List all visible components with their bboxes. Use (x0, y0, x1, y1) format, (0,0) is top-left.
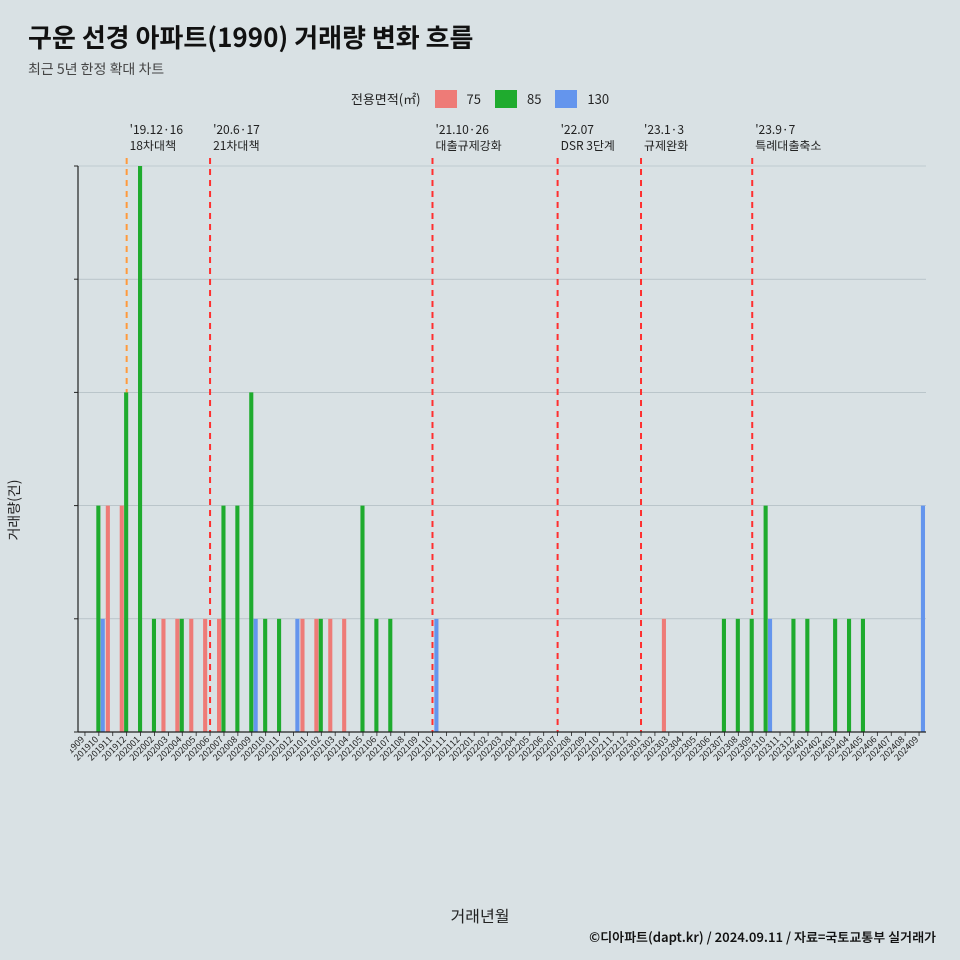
svg-text:'20.6·17: '20.6·17 (213, 121, 260, 138)
legend: 전용면적(㎡) 75 85 130 (0, 89, 960, 108)
chart-header: 구운 선경 아파트(1990) 거래량 변화 흐름 최근 5년 한정 확대 차트 (0, 0, 960, 79)
svg-text:'23.9·7: '23.9·7 (755, 121, 795, 138)
legend-swatch-130 (555, 90, 577, 108)
svg-text:'23.1·3: '23.1·3 (644, 121, 684, 138)
svg-text:'19.12·16: '19.12·16 (130, 121, 184, 138)
svg-text:규제완화: 규제완화 (644, 137, 688, 154)
svg-text:'22.07: '22.07 (561, 121, 595, 138)
svg-text:21차대책: 21차대책 (213, 137, 259, 154)
svg-text:'21.10·26: '21.10·26 (435, 121, 489, 138)
legend-swatch-75 (435, 90, 457, 108)
svg-text:대출규제강화: 대출규제강화 (435, 137, 501, 154)
chart-svg: 012345'19.12·1618차대책'20.6·1721차대책'21.10·… (70, 112, 930, 802)
legend-label: 전용면적(㎡) (351, 89, 421, 108)
chart-subtitle: 최근 5년 한정 확대 차트 (28, 59, 932, 79)
svg-text:특례대출축소: 특례대출축소 (755, 137, 821, 154)
y-axis-label: 거래량(건) (4, 479, 24, 540)
chart-title: 구운 선경 아파트(1990) 거래량 변화 흐름 (28, 18, 932, 55)
legend-item-75: 75 (467, 89, 481, 108)
legend-item-85: 85 (527, 89, 541, 108)
chart-footer: ©디아파트(dapt.kr) / 2024.09.11 / 자료=국토교통부 실… (0, 927, 960, 960)
chart-area: 거래량(건) 012345'19.12·1618차대책'20.6·1721차대책… (0, 112, 960, 907)
svg-text:18차대책: 18차대책 (130, 137, 176, 154)
legend-item-130: 130 (587, 89, 609, 108)
legend-swatch-85 (495, 90, 517, 108)
svg-text:DSR 3단계: DSR 3단계 (561, 137, 615, 154)
